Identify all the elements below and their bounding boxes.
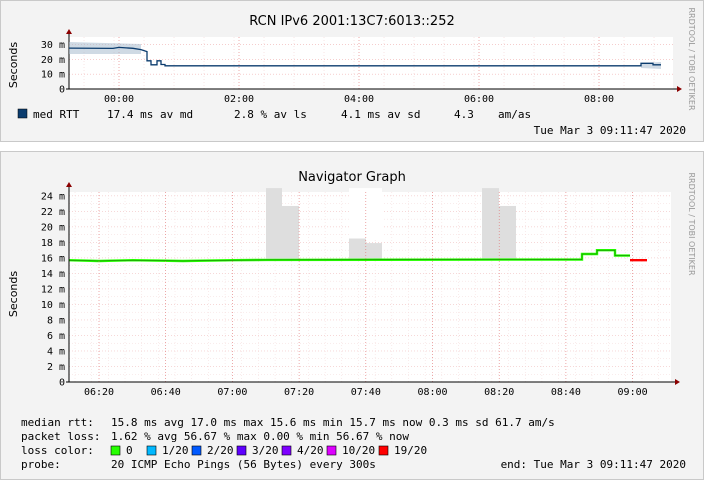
top-y-arrow: [66, 29, 72, 34]
bottom-x-tick-label: 07:20: [284, 387, 314, 398]
probe-values: 20 ICMP Echo Pings (56 Bytes) every 300s: [111, 458, 376, 471]
top-x-arrow: [677, 86, 682, 92]
packet-loss-label: packet loss:: [21, 430, 100, 443]
top-timestamp: Tue Mar 3 09:11:47 2020: [534, 124, 686, 137]
loss-color-swatch-label: 19/20: [394, 444, 427, 457]
legend-stat-amas: 4.3: [454, 108, 474, 121]
loss-color-swatch: [110, 445, 121, 456]
loss-bar: [349, 238, 366, 259]
loss-color-swatch-label: 2/20: [207, 444, 234, 457]
bottom-x-tick-label: 07:40: [351, 387, 381, 398]
bottom-y-tick-label: 16 m: [41, 253, 65, 264]
top-x-tick-label: 08:00: [584, 94, 614, 105]
median-rtt-outline: [68, 249, 630, 262]
top-graph-title: RCN IPv6 2001:13C7:6013::252: [249, 14, 454, 29]
bottom-x-ticks: 06:20 06:40 07:00 07:20 07:40 08:00 08:20 08:40…: [84, 192, 648, 398]
bottom-x-tick-label: 08:00: [417, 387, 447, 398]
bottom-y-tick-label: 12 m: [41, 284, 65, 295]
loss-color-swatch-label: 4/20: [297, 444, 324, 457]
bottom-y-tick-label: 2 m: [47, 362, 65, 373]
navigator-graph-panel: Navigator Graph Seconds RRDTOOL / TOBI O…: [0, 151, 704, 480]
loss-color-label: loss color:: [21, 444, 94, 457]
legend-stat-unit: am/as: [498, 108, 531, 121]
top-graph-panel: RCN IPv6 2001:13C7:6013::252 Seconds RRD…: [0, 0, 704, 142]
bottom-side-label: RRDTOOL / TOBI OETIKER: [687, 172, 696, 275]
loss-bar: [499, 205, 516, 259]
top-x-tick-label: 00:00: [104, 94, 134, 105]
bottom-y-tick-label: 22 m: [41, 207, 65, 218]
navigator-graph-svg: Navigator Graph Seconds RRDTOOL / TOBI O…: [7, 170, 696, 471]
bottom-x-tick-label: 08:40: [551, 387, 581, 398]
packet-loss-values: 1.62 % avg 56.67 % max 0.00 % min 56.67 …: [111, 430, 409, 443]
bottom-y-tick-label: 0: [59, 378, 65, 389]
bottom-x-tick-label: 06:40: [151, 387, 181, 398]
legend-stat-ls: 2.8 % av ls: [234, 108, 307, 121]
loss-bar: [282, 205, 299, 259]
bottom-y-tick-label: 8 m: [47, 315, 65, 326]
loss-shading: [266, 188, 516, 259]
bottom-x-tick-label: 06:20: [84, 387, 114, 398]
end-time: end: Tue Mar 3 09:11:47 2020: [501, 458, 686, 471]
bottom-y-tick-label: 6 m: [47, 331, 65, 342]
loss-color-swatch: [378, 445, 389, 456]
top-side-label: RRDTOOL / TOBI OETIKER: [687, 7, 696, 110]
median-rtt-values: 15.8 ms avg 17.0 ms max 15.6 ms min 15.7…: [111, 416, 555, 429]
legend-med-rtt-label: med RTT: [33, 108, 80, 121]
median-rtt-label: median rtt:: [21, 416, 94, 429]
top-med-rtt-line: [68, 46, 661, 67]
bottom-x-arrow: [675, 379, 680, 385]
bottom-y-tick-label: 10 m: [41, 300, 65, 311]
legend-swatch-med-rtt: [17, 108, 28, 119]
top-x-ticks: 00:00 02:00 04:00 06:00 08:00: [104, 37, 614, 105]
bottom-y-tick-label: 18 m: [41, 238, 65, 249]
top-grid: [69, 37, 673, 90]
loss-bar: [482, 188, 499, 259]
bottom-x-tick-label: 08:20: [484, 387, 514, 398]
top-y-tick-label: 0: [59, 85, 65, 96]
navigator-graph-title: Navigator Graph: [298, 170, 406, 185]
bottom-y-axis-label: Seconds: [7, 271, 20, 317]
top-plot-area: [69, 37, 673, 89]
loss-color-swatch: [191, 445, 202, 456]
top-series: [68, 42, 661, 69]
loss-color-swatch-label: 0: [126, 444, 133, 457]
bottom-y-tick-label: 20 m: [41, 222, 65, 233]
probe-label: probe:: [21, 458, 61, 471]
bottom-y-tick-label: 14 m: [41, 269, 65, 280]
loss-color-swatch: [146, 445, 157, 456]
loss-bar: [266, 188, 282, 259]
loss-color-swatch-label: 1/20: [162, 444, 189, 457]
top-graph-svg: RCN IPv6 2001:13C7:6013::252 Seconds RRD…: [7, 7, 696, 137]
bottom-x-tick-label: 07:00: [217, 387, 247, 398]
loss-color-swatch: [326, 445, 337, 456]
loss-color-swatch: [236, 445, 247, 456]
top-x-tick-label: 06:00: [464, 94, 494, 105]
top-y-tick-label: 20 m: [41, 55, 65, 66]
top-y-axis-label: Seconds: [7, 42, 20, 88]
legend-stat-md: 17.4 ms av md: [107, 108, 193, 121]
top-x-tick-label: 04:00: [344, 94, 374, 105]
legend-stat-sd: 4.1 ms av sd: [341, 108, 420, 121]
top-x-tick-label: 02:00: [224, 94, 254, 105]
loss-bar: [366, 243, 382, 259]
top-y-tick-label: 30 m: [41, 40, 65, 51]
bottom-y-tick-label: 24 m: [41, 191, 65, 202]
top-y-tick-label: 10 m: [41, 70, 65, 81]
bottom-y-tick-label: 4 m: [47, 346, 65, 357]
loss-color-swatch: [281, 445, 292, 456]
loss-color-swatch-label: 10/20: [342, 444, 375, 457]
loss-color-swatch-label: 3/20: [252, 444, 279, 457]
loss-color-legend: 0 1/20 2/20 3/20 4/20 10/20 19/20: [110, 444, 427, 457]
bottom-y-arrow: [66, 182, 72, 187]
bottom-series: [68, 249, 647, 263]
bottom-x-tick-label: 09:00: [618, 387, 648, 398]
bottom-y-ticks: 24 m 22 m 20 m 18 m 16 m 14 m 12 m 10 m 8 m 6 m 4 …: [41, 182, 680, 389]
